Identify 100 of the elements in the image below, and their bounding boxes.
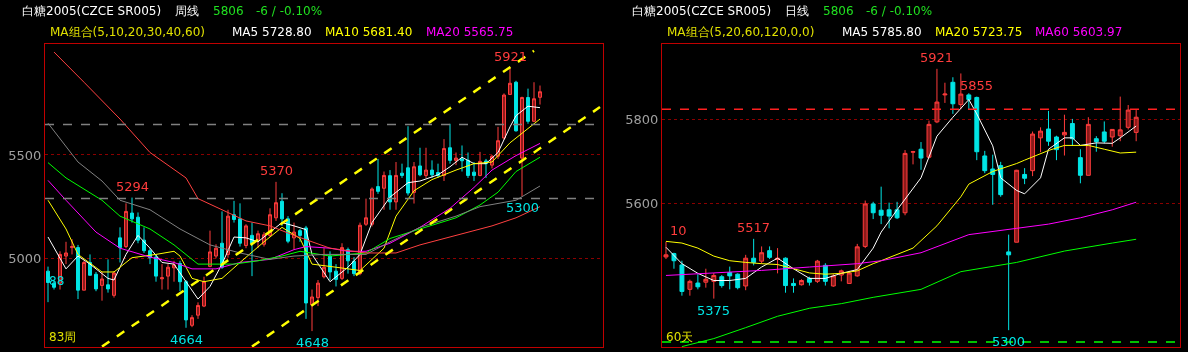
- y-tick-label: 5000: [8, 250, 42, 266]
- text: 5806: [823, 4, 854, 18]
- candlestick: [538, 85, 542, 106]
- candlestick: [679, 260, 685, 297]
- candlestick: [520, 96, 524, 197]
- candlestick: [460, 144, 464, 173]
- annotation: 4664: [170, 332, 204, 347]
- candlestick: [184, 279, 188, 329]
- candlestick: [106, 258, 110, 294]
- annotation: 5921: [494, 49, 528, 64]
- annotation: 4648: [296, 335, 330, 350]
- chart-title: 白糖2005(CZCE SR005): [632, 4, 772, 18]
- candlestick: [100, 271, 104, 302]
- candlestick: [759, 245, 765, 265]
- candlestick: [196, 301, 200, 320]
- candlestick: [687, 279, 693, 297]
- candlestick: [1038, 126, 1043, 153]
- candlestick: [974, 96, 980, 161]
- candlestick: [214, 243, 218, 259]
- candlestick: [118, 226, 122, 263]
- candlestick: [918, 141, 924, 171]
- candlestick: [454, 152, 458, 166]
- candlestick: [190, 314, 194, 328]
- candlestick: [1077, 148, 1083, 184]
- text: MA10 5681.40: [325, 25, 413, 39]
- line-series: [665, 144, 1137, 275]
- y-tick-label: 5800: [625, 112, 659, 128]
- candlestick: [424, 147, 428, 179]
- candlestick: [934, 68, 940, 124]
- annotation: 5517: [737, 220, 771, 235]
- candlestick: [316, 279, 320, 307]
- candlestick: [418, 147, 422, 177]
- line-series: [47, 105, 541, 300]
- candlestick: [695, 273, 701, 290]
- candlestick: [334, 263, 338, 287]
- candlestick: [1085, 116, 1091, 176]
- text: MA组合(5,20,60,120,0,0): [667, 25, 815, 39]
- text: MA组合(5,10,20,30,40,60): [50, 25, 205, 39]
- candlestick: [442, 138, 446, 182]
- candlestick: [46, 266, 50, 303]
- candlestick: [950, 76, 956, 115]
- candlestick: [370, 186, 374, 227]
- candlestick: [124, 202, 128, 249]
- candlestick: [1117, 96, 1123, 142]
- candlestick: [791, 277, 796, 294]
- candlestick: [412, 161, 416, 205]
- candlestick: [878, 186, 884, 225]
- candlestick: [364, 198, 368, 227]
- candlestick: [751, 238, 757, 266]
- candlestick: [1030, 131, 1036, 177]
- annotation: 10: [670, 223, 687, 238]
- candlestick: [1069, 118, 1075, 147]
- annotation: 5300: [992, 334, 1026, 349]
- candlestick: [886, 202, 892, 229]
- candlestick: [382, 171, 386, 211]
- text: MA60 5603.97: [1035, 25, 1123, 39]
- candlestick: [274, 181, 278, 222]
- candlestick: [232, 200, 236, 224]
- annotation: 5370: [260, 163, 294, 178]
- candlestick: [767, 245, 773, 260]
- candlestick: [352, 256, 356, 277]
- candlestick: [448, 123, 452, 165]
- candlestick: [910, 150, 916, 165]
- candlestick: [1101, 120, 1107, 144]
- chart-subtitle: 周线: [175, 4, 199, 18]
- candlestick: [394, 161, 398, 211]
- candlestick: [256, 230, 260, 249]
- annotation: 5300: [506, 200, 540, 215]
- candlestick: [1061, 114, 1067, 157]
- candlestick: [846, 270, 852, 284]
- candlestick: [942, 82, 948, 104]
- candlestick: [430, 159, 434, 179]
- y-tick-label: 5500: [8, 147, 42, 163]
- candlestick: [202, 276, 206, 308]
- candlestick: [472, 161, 476, 182]
- candlestick: [1014, 169, 1020, 243]
- candlestick: [735, 272, 741, 290]
- annotation: 5294: [116, 179, 150, 194]
- candlestick: [902, 149, 908, 216]
- candlestick: [76, 244, 80, 300]
- candlestick: [280, 192, 284, 227]
- candlestick: [926, 120, 932, 159]
- candlestick: [1133, 109, 1139, 142]
- candlestick: [238, 202, 242, 248]
- candlestick: [1022, 167, 1028, 185]
- candlestick: [703, 268, 709, 289]
- candlestick: [727, 266, 733, 290]
- candlestick: [990, 154, 996, 206]
- candlestick: [1006, 234, 1012, 331]
- text: -6 / -0.10%: [256, 4, 323, 18]
- candlestick: [376, 158, 380, 195]
- candlestick: [160, 263, 164, 291]
- candlestick: [830, 273, 836, 288]
- candlestick: [328, 250, 332, 281]
- candlestick: [862, 200, 868, 249]
- candlestick: [1125, 104, 1131, 130]
- candlestick: [719, 274, 725, 289]
- candlestick: [250, 222, 254, 277]
- candlestick: [870, 201, 876, 220]
- candlestick: [1093, 135, 1099, 153]
